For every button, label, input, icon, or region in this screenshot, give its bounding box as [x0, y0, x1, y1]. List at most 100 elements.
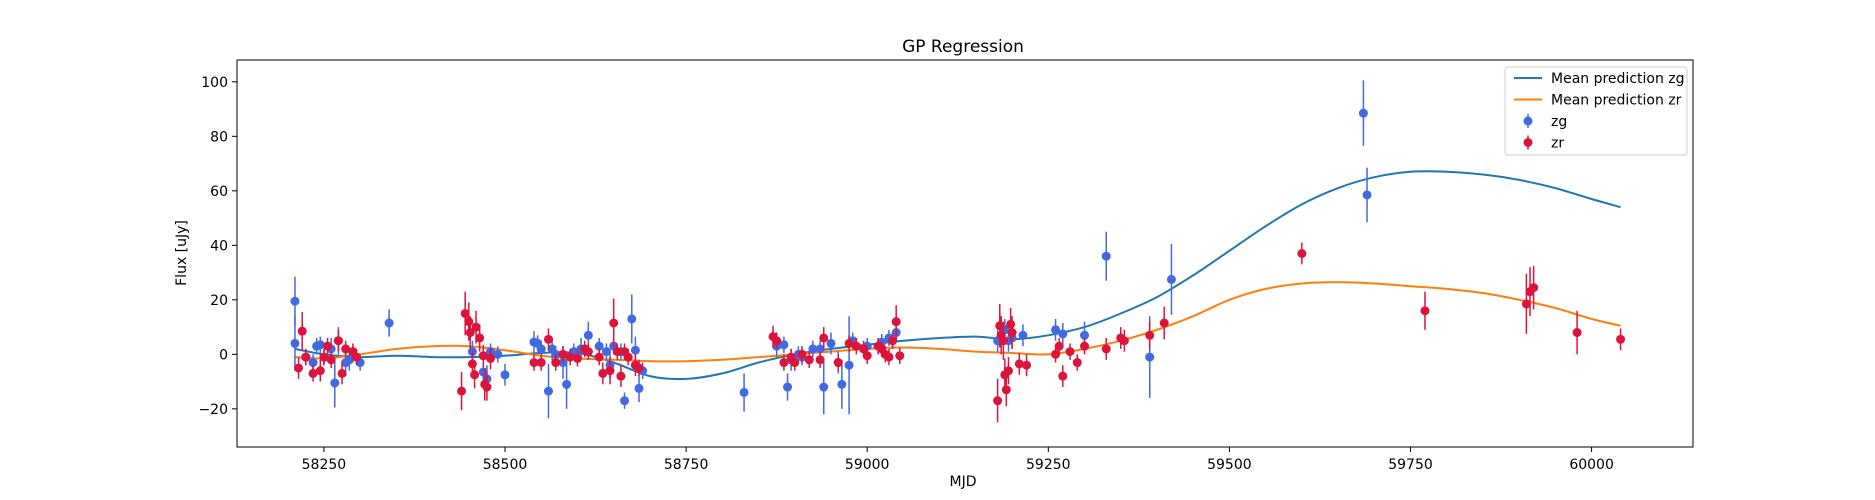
zg-data-point	[1101, 231, 1111, 281]
point-marker	[1051, 325, 1061, 335]
zr-data-point	[543, 328, 553, 351]
zr-data-point	[862, 347, 872, 364]
zg-data-point	[783, 373, 793, 401]
point-marker	[1420, 306, 1430, 316]
zr-data-point	[529, 354, 539, 371]
x-tick-label: 59750	[1388, 457, 1433, 473]
point-marker	[565, 352, 575, 362]
point-marker	[529, 358, 539, 368]
point-marker	[465, 328, 475, 338]
zg-data-point	[1166, 243, 1176, 315]
zr-data-point	[457, 372, 467, 411]
x-tick-label: 58750	[664, 457, 709, 473]
point-marker	[1362, 190, 1372, 200]
zg-data-point	[290, 316, 300, 371]
y-tick-label: 100	[201, 75, 228, 91]
point-marker	[1003, 366, 1013, 376]
zr-data-point	[1007, 316, 1017, 349]
point-marker	[819, 382, 829, 392]
point-marker	[562, 379, 572, 389]
y-tick-label: −20	[198, 402, 228, 418]
zr-data-point	[294, 357, 304, 379]
point-marker	[500, 370, 510, 380]
point-marker	[493, 349, 503, 359]
zr-data-point	[1072, 354, 1082, 371]
point-marker	[308, 358, 318, 368]
point-marker	[478, 367, 488, 377]
zg-data-point	[837, 359, 847, 409]
point-marker	[583, 330, 593, 340]
zr-data-point	[1159, 306, 1169, 340]
point-marker	[634, 363, 644, 373]
point-marker	[543, 386, 553, 396]
point-marker	[844, 360, 854, 370]
y-tick-label: 0	[219, 347, 228, 363]
legend-label: zg	[1551, 114, 1567, 130]
x-tick-label: 60000	[1569, 457, 1614, 473]
point-marker	[627, 314, 637, 324]
point-marker	[1022, 360, 1032, 370]
point-marker	[1058, 329, 1068, 339]
point-marker	[384, 318, 394, 328]
point-marker	[1065, 347, 1075, 357]
point-marker	[634, 383, 644, 393]
zr-data-point	[470, 361, 480, 389]
point-marker	[1616, 334, 1626, 344]
zr-data-point	[551, 354, 561, 371]
point-marker	[998, 336, 1008, 346]
zr-data-point	[1014, 352, 1024, 375]
point-marker	[341, 344, 351, 354]
zg-data-point	[819, 359, 829, 415]
point-marker	[482, 382, 492, 392]
point-marker	[616, 371, 626, 381]
zr-data-point	[790, 354, 800, 371]
zr-data-point	[888, 332, 898, 349]
zg-data-point	[315, 336, 325, 353]
zr-data-point	[1051, 346, 1061, 363]
y-tick-label: 40	[210, 238, 228, 254]
point-marker	[1054, 341, 1064, 351]
point-marker	[333, 336, 343, 346]
point-marker	[859, 344, 869, 354]
zr-data-point	[1003, 357, 1013, 385]
zr-data-point	[594, 348, 604, 366]
point-marker	[1358, 108, 1368, 118]
zg-data-point	[1051, 318, 1061, 341]
zg-data-point	[779, 336, 789, 353]
point-marker	[1014, 359, 1024, 369]
point-marker	[837, 379, 847, 389]
zg-data-point	[543, 363, 553, 419]
zg-data-point	[627, 294, 637, 344]
legend-marker-swatch	[1523, 138, 1533, 147]
point-marker	[833, 358, 843, 368]
point-marker	[1058, 371, 1068, 381]
point-marker	[1006, 319, 1016, 329]
y-axis-label: Flux [uJy]	[174, 220, 190, 286]
point-marker	[1080, 330, 1090, 340]
zr-data-point	[819, 327, 829, 349]
legend: Mean prediction zg Mean prediction zr zg zr	[1504, 66, 1688, 156]
point-marker	[551, 358, 561, 368]
zg-data-point	[384, 309, 394, 337]
zr-data-point	[884, 348, 894, 366]
point-marker	[598, 368, 608, 378]
legend-label: zr	[1551, 136, 1564, 152]
zr-data-point	[998, 321, 1008, 360]
point-marker	[1072, 358, 1082, 368]
legend-marker-swatch	[1523, 116, 1533, 126]
point-marker	[1101, 344, 1111, 354]
x-tick-label: 59500	[1207, 457, 1252, 473]
point-marker	[815, 355, 825, 365]
zr-data-point	[1101, 337, 1111, 360]
zr-data-point	[1054, 337, 1064, 355]
zr-data-point	[583, 343, 593, 360]
zg-data-point	[739, 373, 749, 412]
zg-data-point	[330, 358, 340, 408]
point-marker	[323, 341, 333, 351]
zr-data-point	[1022, 354, 1032, 377]
point-marker	[1001, 385, 1011, 395]
zg-data-point	[1058, 322, 1068, 345]
zg-data-point	[493, 346, 503, 363]
point-marker	[804, 355, 814, 365]
point-marker	[1572, 328, 1582, 338]
